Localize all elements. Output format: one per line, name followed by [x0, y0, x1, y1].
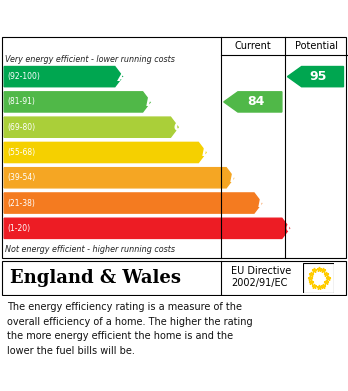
Polygon shape	[4, 142, 206, 163]
Text: B: B	[146, 95, 157, 109]
Text: Not energy efficient - higher running costs: Not energy efficient - higher running co…	[5, 245, 175, 254]
Text: 84: 84	[247, 95, 264, 108]
Polygon shape	[4, 218, 290, 239]
Text: A: A	[118, 70, 129, 84]
Text: Current: Current	[235, 41, 271, 51]
Text: D: D	[202, 145, 213, 160]
Text: C: C	[174, 120, 184, 134]
Polygon shape	[4, 193, 262, 213]
Text: (81-91): (81-91)	[8, 97, 35, 106]
Text: (21-38): (21-38)	[8, 199, 35, 208]
Polygon shape	[4, 117, 178, 137]
Text: Very energy efficient - lower running costs: Very energy efficient - lower running co…	[5, 55, 175, 64]
Text: (1-20): (1-20)	[8, 224, 31, 233]
Polygon shape	[4, 168, 234, 188]
Text: (69-80): (69-80)	[8, 123, 36, 132]
Text: G: G	[285, 221, 297, 235]
Text: The energy efficiency rating is a measure of the
overall efficiency of a home. T: The energy efficiency rating is a measur…	[7, 302, 253, 356]
Polygon shape	[224, 92, 282, 112]
Text: E: E	[230, 171, 239, 185]
Text: Potential: Potential	[295, 41, 338, 51]
Text: England & Wales: England & Wales	[10, 269, 181, 287]
Text: (39-54): (39-54)	[8, 173, 36, 182]
Text: (92-100): (92-100)	[8, 72, 40, 81]
Text: 95: 95	[310, 70, 327, 83]
Text: (55-68): (55-68)	[8, 148, 36, 157]
Polygon shape	[4, 92, 150, 112]
Text: F: F	[258, 196, 267, 210]
Polygon shape	[287, 66, 343, 87]
Polygon shape	[4, 66, 122, 87]
Text: EU Directive
2002/91/EC: EU Directive 2002/91/EC	[231, 267, 292, 288]
Text: Energy Efficiency Rating: Energy Efficiency Rating	[9, 11, 230, 26]
